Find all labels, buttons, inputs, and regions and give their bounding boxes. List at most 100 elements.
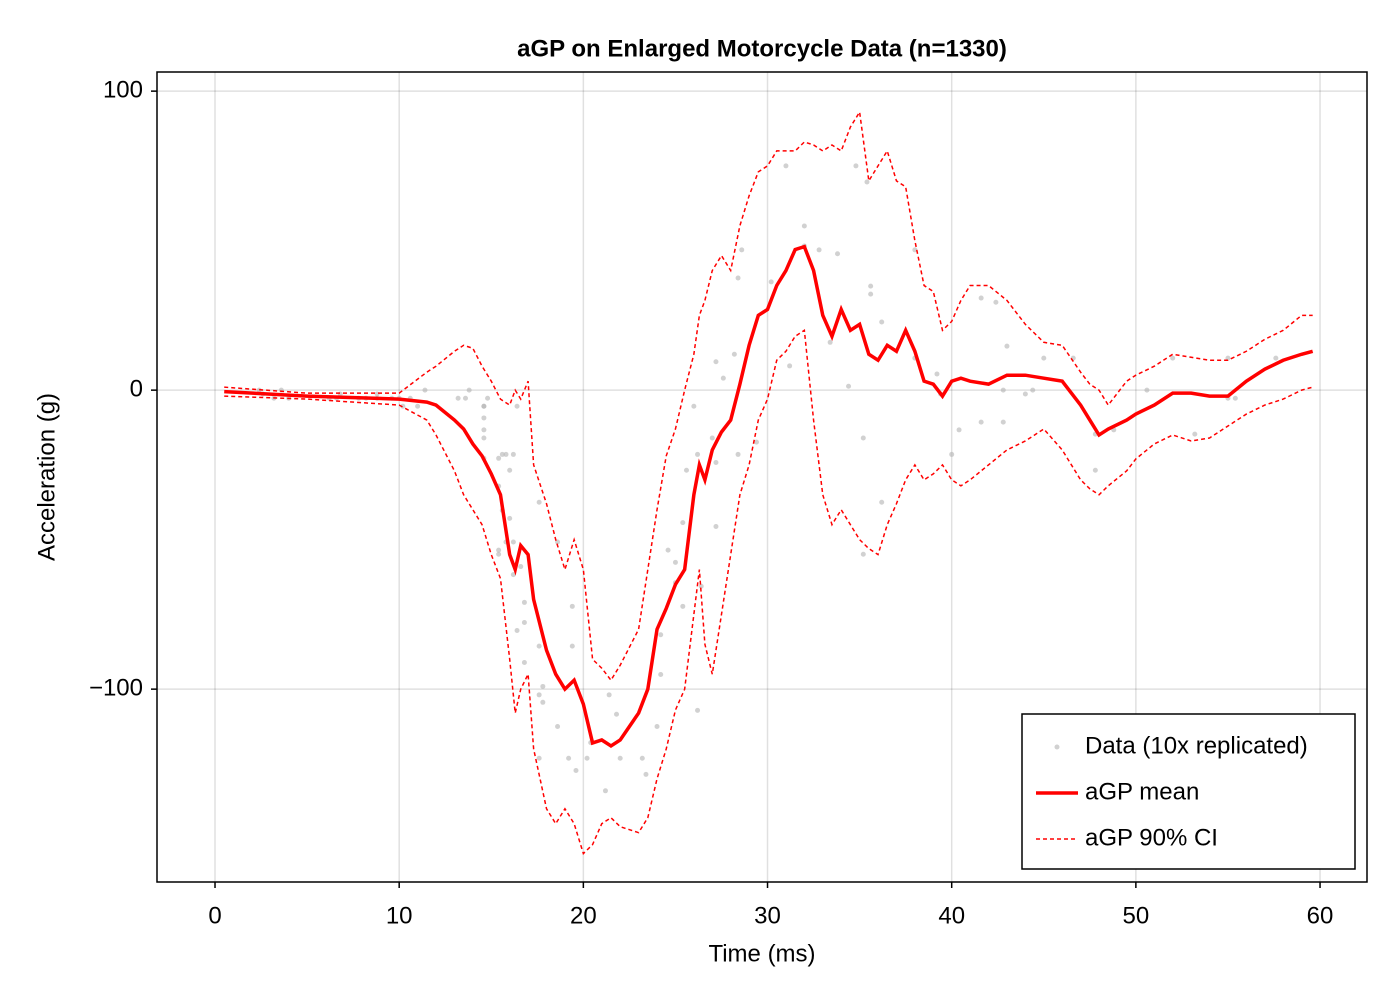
data-point: [536, 499, 542, 505]
x-tick-label: 30: [754, 902, 781, 929]
data-point: [1144, 387, 1150, 393]
data-point: [1022, 391, 1028, 397]
data-point: [496, 455, 502, 461]
plot-frame: [156, 71, 1368, 883]
y-tick-label: −100: [89, 674, 143, 701]
chart-title: aGP on Enlarged Motorcycle Data (n=1330): [517, 35, 1007, 62]
data-point: [680, 520, 686, 526]
data-point: [720, 375, 726, 381]
data-point: [503, 451, 509, 457]
data-point: [816, 247, 822, 253]
x-axis-label: Time (ms): [708, 940, 815, 967]
legend: Data (10x replicated) aGP mean aGP 90% CI: [1021, 713, 1356, 870]
data-point: [787, 363, 793, 369]
x-tick-label: 10: [386, 902, 413, 929]
data-point: [507, 467, 513, 473]
data-point: [709, 435, 715, 441]
y-tick-label: 100: [103, 76, 143, 103]
data-point: [654, 724, 660, 730]
y-axis-label: Acceleration (g): [33, 393, 60, 561]
data-point: [540, 683, 546, 689]
data-point: [695, 707, 701, 713]
data-point: [860, 551, 866, 557]
data-point: [978, 419, 984, 425]
data-point: [466, 387, 472, 393]
data-point: [614, 711, 620, 717]
data-point: [1225, 355, 1231, 361]
data-point: [1273, 355, 1279, 361]
data-point: [835, 251, 841, 257]
data-point: [735, 275, 741, 281]
data-point: [731, 351, 737, 357]
data-point: [658, 671, 664, 677]
data-point: [643, 771, 649, 777]
data-point: [1030, 387, 1036, 393]
data-point: [507, 515, 513, 521]
data-point: [481, 415, 487, 421]
data-point: [1232, 395, 1238, 401]
data-point: [521, 619, 527, 625]
data-point: [665, 547, 671, 553]
data-point: [956, 427, 962, 433]
data-point: [879, 319, 885, 325]
data-point: [868, 291, 874, 297]
data-point: [415, 403, 421, 409]
data-point: [672, 559, 678, 565]
data-point: [853, 163, 859, 169]
data-point: [691, 403, 697, 409]
data-point: [993, 299, 999, 305]
ci-line: [224, 329, 1313, 855]
data-point: [713, 359, 719, 365]
mean-line: [224, 244, 1314, 749]
legend-label: Data (10x replicated): [1085, 732, 1308, 759]
data-point: [978, 295, 984, 301]
legend-label: aGP 90% CI: [1085, 824, 1218, 851]
data-point: [713, 459, 719, 465]
x-tick-label: 50: [1123, 902, 1150, 929]
data-point: [1092, 467, 1098, 473]
data-point: [521, 660, 527, 666]
data-point: [518, 564, 524, 570]
data-point: [846, 383, 852, 389]
data-point: [481, 403, 487, 409]
data-point: [912, 247, 918, 253]
data-point: [485, 395, 491, 401]
data-point: [753, 439, 759, 445]
data-point: [536, 692, 542, 698]
data-point: [455, 395, 461, 401]
data-point: [617, 755, 623, 761]
data-point: [683, 467, 689, 473]
data-point: [680, 603, 686, 609]
data-point: [658, 632, 664, 638]
data-point: [514, 628, 520, 634]
data-point: [1192, 431, 1198, 437]
data-point: [783, 163, 789, 169]
x-tick-label: 40: [938, 902, 965, 929]
data-point: [639, 755, 645, 761]
data-point: [573, 767, 579, 773]
data-point: [606, 692, 612, 698]
data-point: [735, 451, 741, 457]
data-point: [536, 643, 542, 649]
data-point: [569, 603, 575, 609]
data-point: [1041, 355, 1047, 361]
data-point: [1000, 419, 1006, 425]
data-point: [1170, 355, 1176, 361]
data-point: [536, 755, 542, 761]
data-point: [695, 451, 701, 457]
data-point: [739, 247, 745, 253]
data-point: [864, 179, 870, 185]
data-point: [860, 435, 866, 441]
data-point: [422, 387, 428, 393]
data-point: [496, 551, 502, 557]
data-point: [540, 699, 546, 705]
data-point: [801, 223, 807, 229]
data-point: [768, 279, 774, 285]
data-point: [400, 403, 406, 409]
data-point: [602, 788, 608, 794]
data-point: [510, 451, 516, 457]
data-point: [879, 499, 885, 505]
data-point: [827, 339, 833, 345]
